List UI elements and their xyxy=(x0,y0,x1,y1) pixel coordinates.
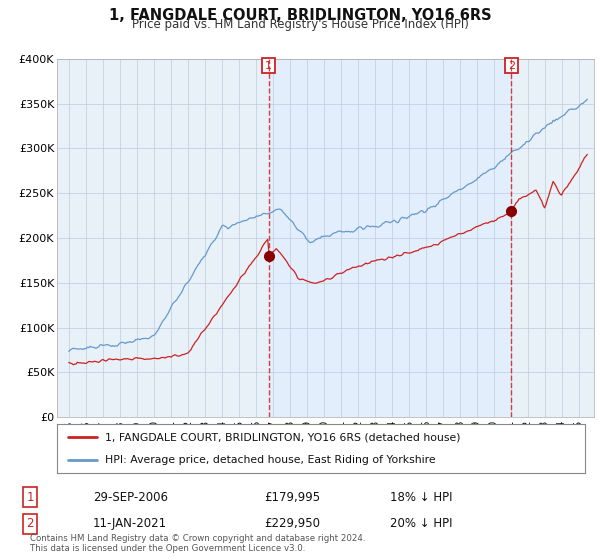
Text: 1: 1 xyxy=(26,491,34,504)
Text: 1, FANGDALE COURT, BRIDLINGTON, YO16 6RS (detached house): 1, FANGDALE COURT, BRIDLINGTON, YO16 6RS… xyxy=(104,432,460,442)
Text: 29-SEP-2006: 29-SEP-2006 xyxy=(93,491,168,504)
Text: 2: 2 xyxy=(26,517,34,530)
Text: £179,995: £179,995 xyxy=(264,491,320,504)
Text: 1, FANGDALE COURT, BRIDLINGTON, YO16 6RS: 1, FANGDALE COURT, BRIDLINGTON, YO16 6RS xyxy=(109,8,491,24)
Text: Price paid vs. HM Land Registry's House Price Index (HPI): Price paid vs. HM Land Registry's House … xyxy=(131,18,469,31)
Text: 18% ↓ HPI: 18% ↓ HPI xyxy=(390,491,452,504)
Text: £229,950: £229,950 xyxy=(264,517,320,530)
Text: 11-JAN-2021: 11-JAN-2021 xyxy=(93,517,167,530)
Text: 20% ↓ HPI: 20% ↓ HPI xyxy=(390,517,452,530)
Text: Contains HM Land Registry data © Crown copyright and database right 2024.
This d: Contains HM Land Registry data © Crown c… xyxy=(30,534,365,553)
Text: 2: 2 xyxy=(508,60,515,71)
Text: HPI: Average price, detached house, East Riding of Yorkshire: HPI: Average price, detached house, East… xyxy=(104,455,435,465)
Bar xyxy=(269,59,511,417)
Text: 1: 1 xyxy=(265,60,272,71)
